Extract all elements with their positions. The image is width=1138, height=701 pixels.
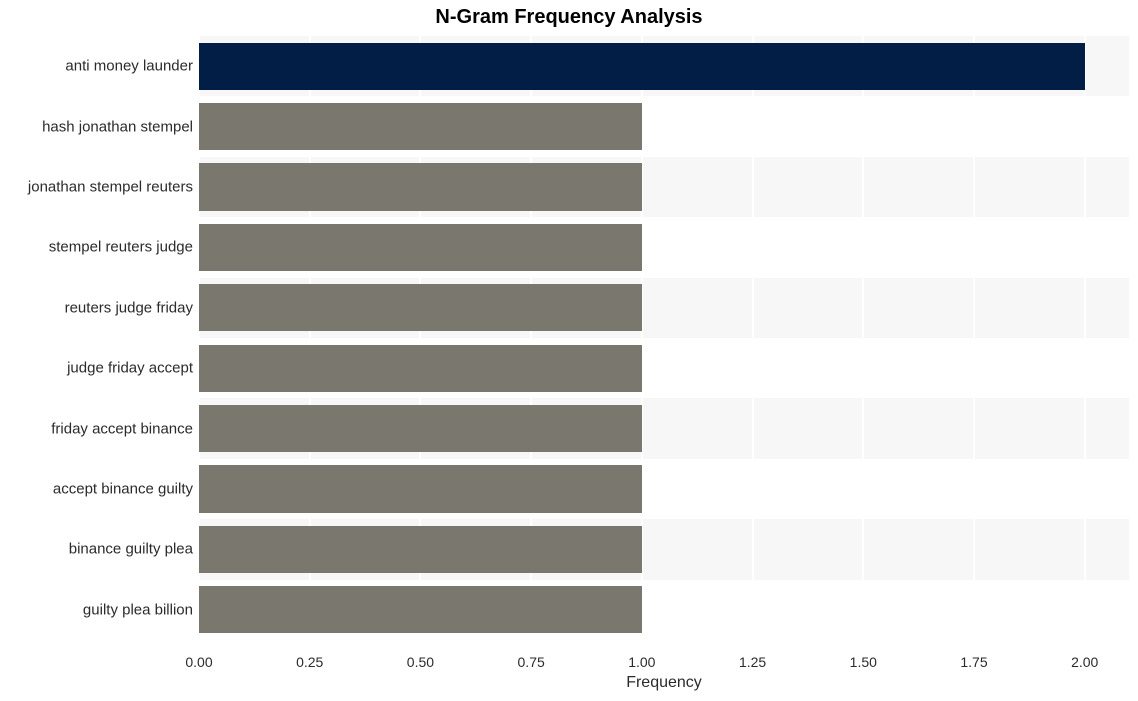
bar	[199, 103, 642, 150]
y-tick-label: jonathan stempel reuters	[28, 179, 193, 196]
x-tick-label: 1.25	[739, 654, 766, 670]
ngram-frequency-chart: N-Gram Frequency Analysis anti money lau…	[0, 0, 1138, 701]
x-tick-label: 0.00	[185, 654, 212, 670]
x-tick-label: 1.50	[850, 654, 877, 670]
plot-area	[199, 36, 1129, 640]
bar	[199, 465, 642, 512]
y-tick-label: stempel reuters judge	[49, 239, 193, 256]
y-tick-label: reuters judge friday	[65, 299, 193, 316]
x-tick-label: 0.25	[296, 654, 323, 670]
bar	[199, 345, 642, 392]
bar	[199, 224, 642, 271]
y-tick-label: friday accept binance	[51, 420, 193, 437]
chart-title: N-Gram Frequency Analysis	[0, 6, 1138, 29]
x-axis-label: Frequency	[199, 674, 1129, 692]
y-tick-label: hash jonathan stempel	[42, 118, 193, 135]
gridline	[1084, 36, 1086, 640]
y-tick-label: binance guilty plea	[69, 541, 193, 558]
x-tick-label: 0.75	[518, 654, 545, 670]
y-tick-label: anti money launder	[65, 58, 193, 75]
bar	[199, 526, 642, 573]
x-tick-label: 2.00	[1071, 654, 1098, 670]
gridline	[752, 36, 754, 640]
y-tick-label: guilty plea billion	[83, 601, 193, 618]
x-tick-label: 1.75	[960, 654, 987, 670]
bar	[199, 284, 642, 331]
bar	[199, 586, 642, 633]
y-tick-label: judge friday accept	[67, 360, 193, 377]
gridline	[862, 36, 864, 640]
bar	[199, 163, 642, 210]
x-tick-label: 0.50	[407, 654, 434, 670]
gridline	[973, 36, 975, 640]
x-tick-label: 1.00	[628, 654, 655, 670]
bar	[199, 43, 1085, 90]
y-tick-label: accept binance guilty	[53, 481, 193, 498]
bar	[199, 405, 642, 452]
